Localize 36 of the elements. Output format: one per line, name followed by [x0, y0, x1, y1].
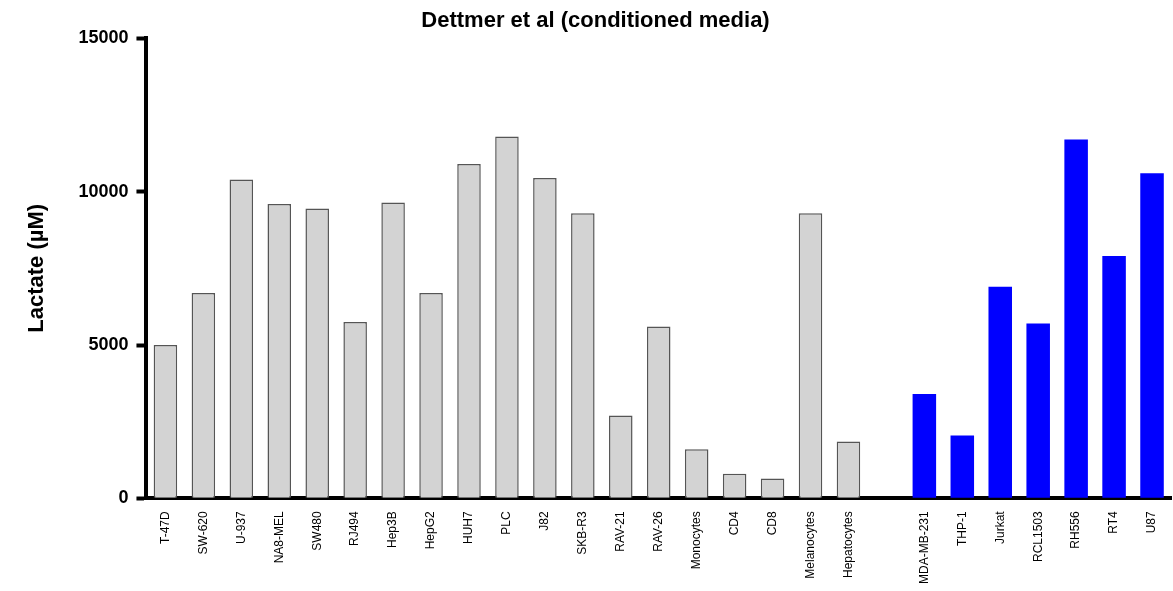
x-tick-label: PLC — [499, 510, 514, 535]
x-tick-label: CD8 — [764, 511, 779, 536]
x-tick-label: HepG2 — [423, 511, 438, 550]
bar — [1102, 256, 1126, 498]
x-tick-label: THP-1 — [954, 511, 969, 546]
x-tick-label: RAV-26 — [651, 511, 666, 552]
chart-title: Dettmer et al (conditioned media) — [421, 7, 770, 33]
bar — [1064, 139, 1088, 498]
x-tick-label: J82 — [537, 511, 552, 531]
y-tick-label: 5000 — [88, 333, 129, 354]
x-tick-label: SW480 — [309, 511, 324, 551]
x-tick-label: RJ494 — [347, 510, 362, 547]
x-tick-label: RT4 — [1106, 510, 1121, 534]
x-tick-label: SW-620 — [195, 511, 210, 555]
x-tick-label: Monocytes — [688, 511, 703, 570]
bar — [1140, 173, 1164, 498]
x-tick-label: T-47D — [157, 511, 172, 545]
x-tick-label: RAV-21 — [613, 511, 628, 552]
y-tick-label: 10000 — [78, 180, 129, 201]
x-tick-label: CD4 — [726, 511, 741, 536]
x-tick-label: Melanocytes — [802, 511, 817, 579]
x-tick-label: Jurkat — [992, 510, 1007, 545]
x-tick-label: MDA-MB-231 — [916, 511, 931, 585]
x-tick-label: SKB-R3 — [575, 511, 590, 555]
x-tick-label: U87 — [1144, 511, 1159, 534]
x-tick-label: U-937 — [233, 511, 248, 545]
x-tick-label: RCL1503 — [1030, 511, 1045, 563]
x-tick-label: NA8-MEL — [271, 511, 286, 564]
x-tick-label: Hepatocytes — [840, 511, 855, 579]
y-axis-title: Lactate (µM) — [23, 203, 49, 333]
bar — [1026, 323, 1050, 498]
y-tick-label: 0 — [118, 487, 129, 508]
x-tick-label: HUH7 — [461, 510, 476, 544]
x-tick-label: Hep3B — [385, 511, 400, 549]
x-tick-label: RH556 — [1068, 511, 1083, 549]
y-tick-label: 15000 — [78, 27, 129, 48]
